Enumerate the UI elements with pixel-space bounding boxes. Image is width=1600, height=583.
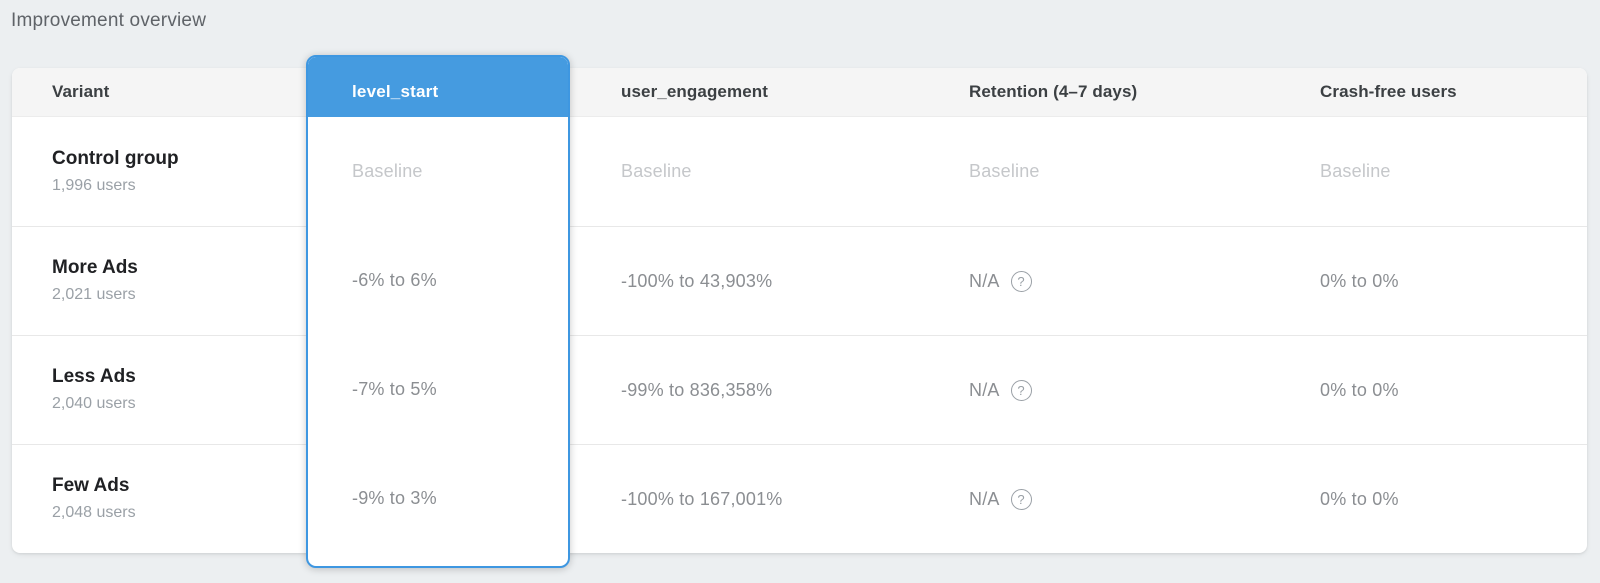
column-header-retention[interactable]: Retention (4–7 days) xyxy=(969,82,1138,101)
level-start-value: Baseline xyxy=(352,161,423,181)
retention-value: N/A xyxy=(969,379,1000,400)
variant-name: Few Ads xyxy=(52,475,130,496)
user-engagement-value: -100% to 43,903% xyxy=(621,270,773,291)
retention-cell: N/A ? xyxy=(957,379,1308,401)
improvement-overview-table: Variant user_engagement Retention (4–7 d… xyxy=(12,55,1587,568)
column-header-variant[interactable]: Variant xyxy=(52,82,110,101)
level-start-value: -9% to 3% xyxy=(352,488,437,508)
variant-name: More Ads xyxy=(52,257,138,278)
crash-free-value: 0% to 0% xyxy=(1320,379,1399,400)
level-start-value: -7% to 5% xyxy=(352,379,437,399)
level-start-value: -6% to 6% xyxy=(352,270,437,290)
variant-cell: Less Ads 2,040 users xyxy=(12,364,312,416)
help-circle-icon[interactable]: ? xyxy=(1010,379,1032,401)
variant-user-count: 2,048 users xyxy=(52,504,136,521)
table-row: More Ads 2,021 users -100% to 43,903% N/… xyxy=(12,226,1587,335)
crash-free-value: 0% to 0% xyxy=(1320,270,1399,291)
user-engagement-value: -100% to 167,001% xyxy=(621,488,783,509)
table-row: Control group 1,996 users Baseline Basel… xyxy=(12,117,1587,226)
variant-cell: More Ads 2,021 users xyxy=(12,255,312,307)
user-engagement-value: Baseline xyxy=(621,161,692,181)
help-circle-icon[interactable]: ? xyxy=(1010,488,1032,510)
column-header-level-start[interactable]: level_start xyxy=(308,57,568,117)
column-header-user-engagement[interactable]: user_engagement xyxy=(621,82,768,101)
retention-cell: Baseline ? xyxy=(957,161,1308,182)
selected-metric-column-level-start[interactable]: level_start Baseline -6% to 6% -7% to 5% -9… xyxy=(306,55,570,568)
variant-user-count: 2,040 users xyxy=(52,395,136,412)
page-title: Improvement overview xyxy=(11,10,207,31)
retention-value: Baseline xyxy=(969,161,1040,181)
variant-name: Control group xyxy=(52,147,179,169)
variant-user-count: 2,021 users xyxy=(52,286,136,303)
table-row: Less Ads 2,040 users -99% to 836,358% N/… xyxy=(12,335,1587,444)
column-header-crash-free[interactable]: Crash-free users xyxy=(1320,82,1457,101)
retention-value: N/A xyxy=(969,270,1000,291)
crash-free-value: 0% to 0% xyxy=(1320,488,1399,509)
table-row: Few Ads 2,048 users -100% to 167,001% N/… xyxy=(12,444,1587,553)
variant-name: Less Ads xyxy=(52,366,136,387)
table-header-row: Variant user_engagement Retention (4–7 d… xyxy=(12,68,1587,117)
variant-cell: Few Ads 2,048 users xyxy=(12,473,312,525)
variant-user-count: 1,996 users xyxy=(52,176,136,194)
retention-cell: N/A ? xyxy=(957,270,1308,292)
crash-free-value: Baseline xyxy=(1320,161,1391,181)
retention-value: N/A xyxy=(969,488,1000,509)
user-engagement-value: -99% to 836,358% xyxy=(621,379,773,400)
table-body: Control group 1,996 users Baseline Basel… xyxy=(12,117,1587,553)
level-start-column-body: Baseline -6% to 6% -7% to 5% -9% to 3% xyxy=(308,117,568,553)
help-circle-icon[interactable]: ? xyxy=(1010,270,1032,292)
variant-cell: Control group 1,996 users xyxy=(12,146,312,198)
retention-cell: N/A ? xyxy=(957,488,1308,510)
